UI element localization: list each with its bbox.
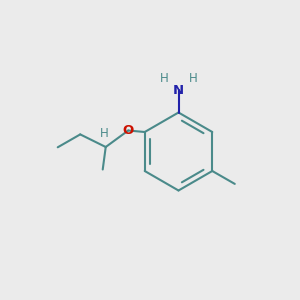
Text: H: H [188,72,197,85]
Text: H: H [160,72,169,85]
Text: N: N [173,83,184,97]
Text: H: H [100,127,109,140]
Text: O: O [123,124,134,137]
